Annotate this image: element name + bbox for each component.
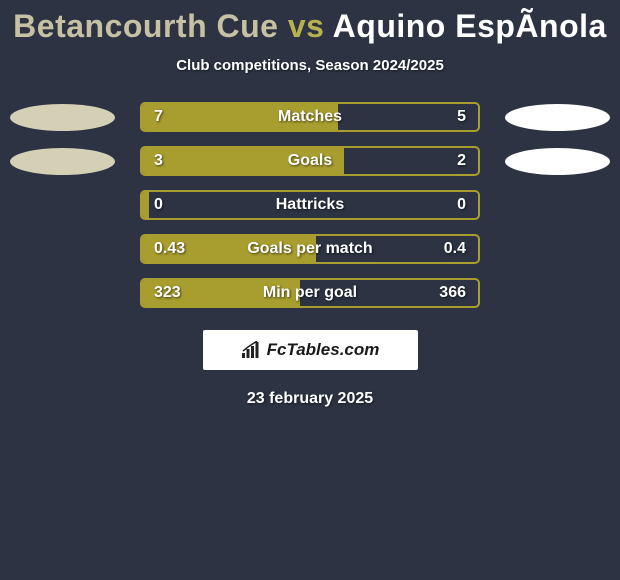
stat-row: 3Goals2 bbox=[0, 146, 620, 176]
date-label: 23 february 2025 bbox=[0, 390, 620, 408]
stat-label: Hattricks bbox=[142, 196, 478, 214]
branding-text: FcTables.com bbox=[267, 340, 380, 360]
stat-row: 0Hattricks0 bbox=[0, 190, 620, 220]
stat-label: Min per goal bbox=[142, 284, 478, 302]
stat-right-value: 366 bbox=[439, 284, 466, 302]
stat-row: 0.43Goals per match0.4 bbox=[0, 234, 620, 264]
player1-name: Betancourth Cue bbox=[13, 8, 278, 44]
stat-right-value: 0.4 bbox=[444, 240, 466, 258]
stat-bar: 7Matches5 bbox=[140, 102, 480, 132]
stat-row: 7Matches5 bbox=[0, 102, 620, 132]
comparison-title: Betancourth Cue vs Aquino EspÃnola bbox=[0, 8, 620, 45]
stat-label: Matches bbox=[142, 108, 478, 126]
player2-name: Aquino EspÃnola bbox=[333, 8, 607, 44]
chart-icon bbox=[241, 341, 263, 359]
player1-indicator bbox=[10, 148, 115, 175]
stat-label: Goals per match bbox=[142, 240, 478, 258]
stat-bar: 0.43Goals per match0.4 bbox=[140, 234, 480, 264]
stats-rows: 7Matches5 3Goals2 0Hattricks0 0.43Goals per… bbox=[0, 102, 620, 308]
stat-right-value: 2 bbox=[457, 152, 466, 170]
stat-right-value: 5 bbox=[457, 108, 466, 126]
vs-label: vs bbox=[288, 8, 325, 44]
player2-indicator bbox=[505, 104, 610, 131]
stat-bar: 323Min per goal366 bbox=[140, 278, 480, 308]
player1-indicator bbox=[10, 104, 115, 131]
stat-right-value: 0 bbox=[457, 196, 466, 214]
subtitle: Club competitions, Season 2024/2025 bbox=[0, 57, 620, 74]
stat-bar: 3Goals2 bbox=[140, 146, 480, 176]
stat-bar: 0Hattricks0 bbox=[140, 190, 480, 220]
branding-badge: FcTables.com bbox=[203, 330, 418, 370]
stat-label: Goals bbox=[142, 152, 478, 170]
stat-row: 323Min per goal366 bbox=[0, 278, 620, 308]
player2-indicator bbox=[505, 148, 610, 175]
